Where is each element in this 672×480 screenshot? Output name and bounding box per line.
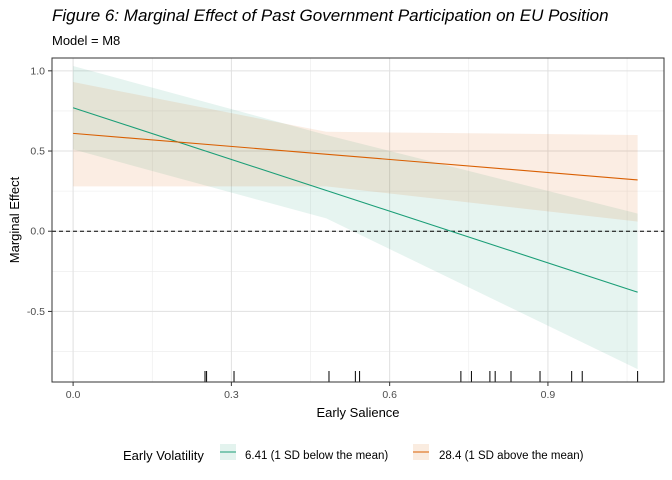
chart-title: Figure 6: Marginal Effect of Past Govern… — [52, 6, 609, 25]
y-tick-label: 1.0 — [30, 65, 45, 77]
legend-label-1: 28.4 (1 SD above the mean) — [439, 450, 584, 462]
y-axis-label: Marginal Effect — [7, 176, 22, 263]
ci-ribbon-1 — [73, 82, 638, 222]
legend-title: Early Volatility — [123, 448, 204, 463]
x-tick-label: 0.3 — [224, 389, 239, 401]
x-axis-label: Early Salience — [316, 405, 399, 420]
grid-minor — [52, 58, 664, 382]
panel-border — [51, 57, 665, 383]
y-tick-label: 0.0 — [30, 226, 45, 238]
legend-label-0: 6.41 (1 SD below the mean) — [245, 450, 388, 462]
x-tick-label: 0.0 — [66, 389, 81, 401]
series-line-0 — [72, 107, 638, 293]
series-line-1 — [73, 132, 638, 181]
y-tick-label: -0.5 — [27, 306, 45, 318]
y-tick-label: 0.5 — [30, 146, 45, 158]
y-axis-ticks: -0.5 0.0 0.5 1.0 — [27, 65, 52, 318]
confidence-ribbons — [73, 66, 638, 370]
chart-subtitle: Model = M8 — [52, 33, 121, 48]
grid-major — [52, 58, 664, 382]
ci-ribbon-0 — [73, 66, 638, 370]
series-lines — [72, 107, 638, 293]
legend: Early Volatility 6.41 (1 SD below the me… — [123, 444, 584, 463]
x-tick-label: 0.6 — [382, 389, 397, 401]
panel-background — [52, 58, 664, 382]
rug-marks — [204, 371, 639, 382]
x-axis-ticks: 0.0 0.3 0.6 0.9 — [66, 382, 556, 401]
x-tick-label: 0.9 — [541, 389, 556, 401]
